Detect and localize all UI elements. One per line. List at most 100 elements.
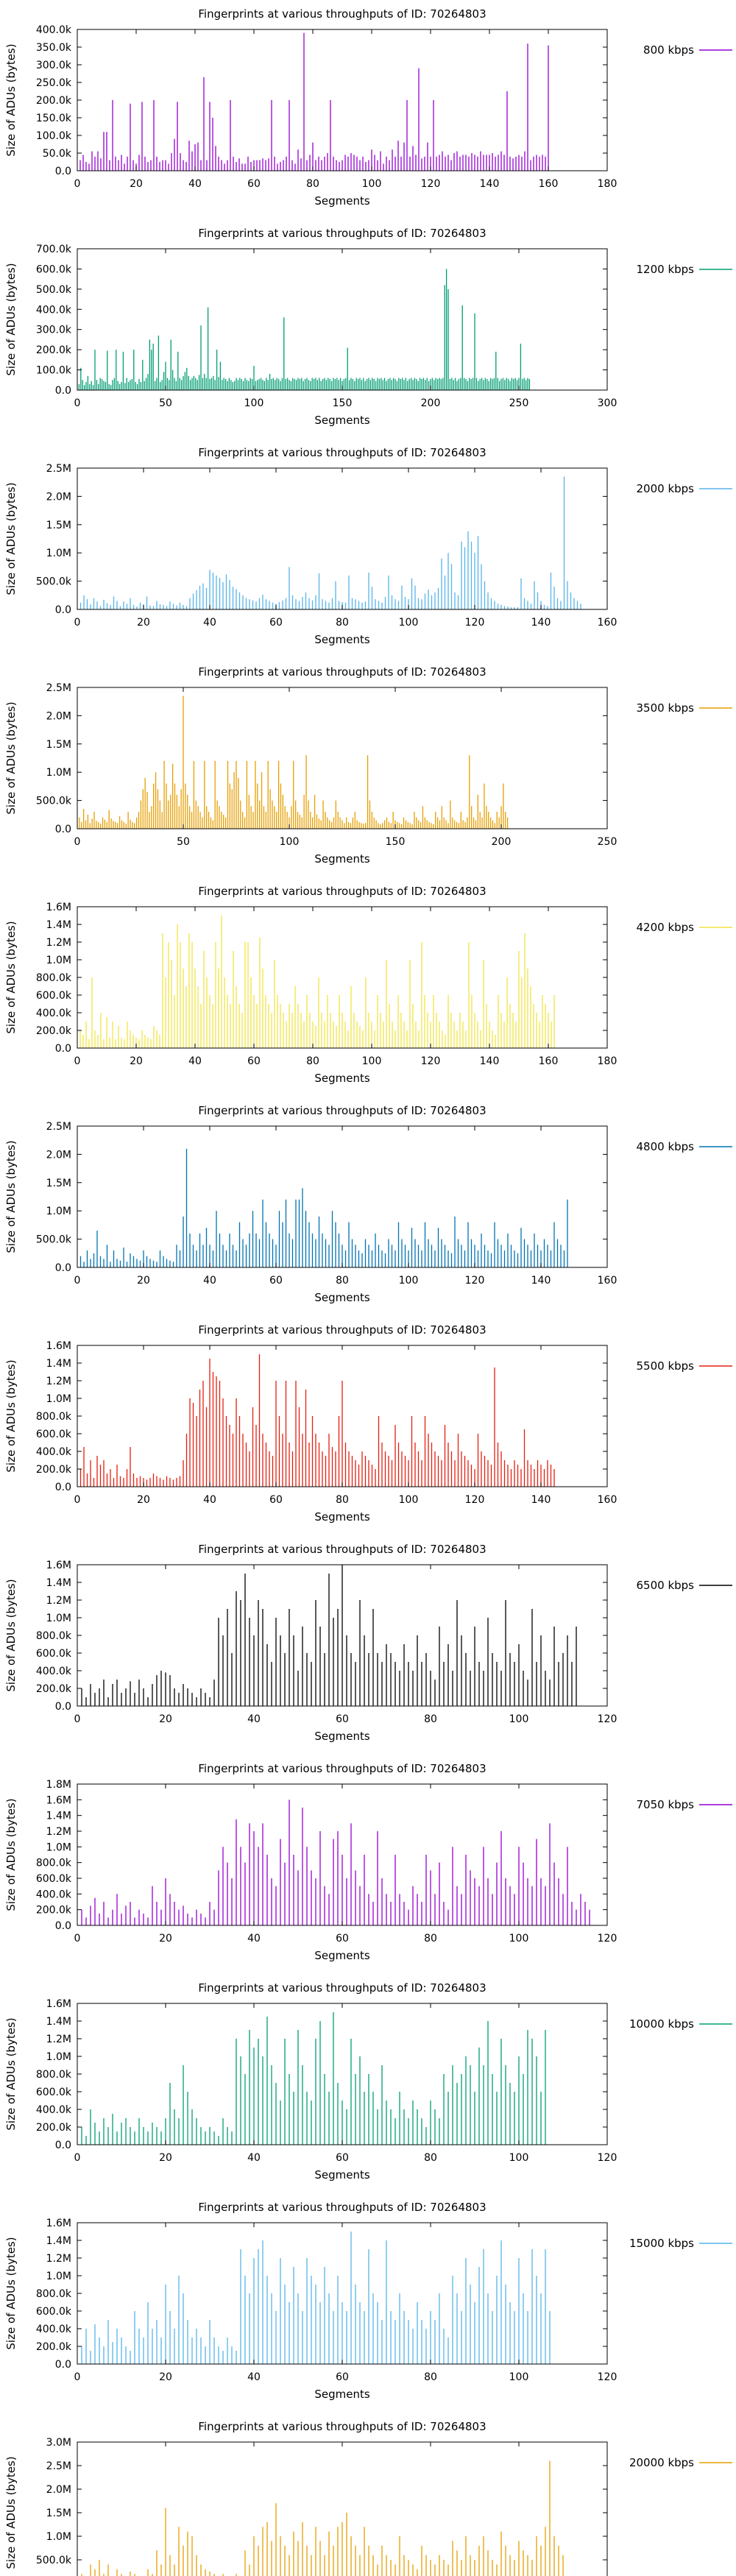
y-tick-label: 400.0k: [36, 1666, 72, 1677]
bar-series: [81, 1565, 577, 1706]
x-tick-label: 100: [399, 617, 419, 629]
x-tick-label: 120: [465, 1275, 485, 1287]
x-tick-label: 20: [159, 1713, 172, 1725]
x-tick-label: 20: [159, 2371, 172, 2383]
x-tick-label: 60: [247, 1055, 261, 1067]
y-tick-label: 2.5M: [46, 682, 71, 694]
y-tick-label: 2.5M: [46, 1121, 71, 1133]
y-tick-label: 2.0M: [46, 710, 71, 722]
x-tick-label: 40: [247, 2152, 261, 2164]
x-tick-label: 0: [74, 2152, 81, 2164]
x-tick-label: 180: [598, 178, 618, 190]
y-tick-label: 400.0k: [36, 24, 72, 36]
x-tick-label: 160: [598, 1275, 618, 1287]
y-tick-label: 0.0: [55, 1701, 71, 1713]
y-axis-label: Size of ADUs (bytes): [4, 1140, 18, 1253]
y-tick-label: 1.4M: [46, 1358, 71, 1370]
x-tick-label: 120: [598, 1933, 618, 1945]
x-tick-label: 120: [598, 2152, 618, 2164]
chart-panel-10: Fingerprints at various throughputs of I…: [4, 2201, 732, 2401]
legend-label: 15000 kbps: [629, 2237, 694, 2250]
x-tick-label: 20: [130, 178, 143, 190]
plot-frame: [77, 467, 608, 610]
y-axis-label: Size of ADUs (bytes): [4, 43, 18, 156]
x-tick-label: 0: [74, 2371, 81, 2383]
y-tick-label: 400.0k: [36, 304, 72, 316]
y-tick-label: 150.0k: [36, 113, 72, 124]
x-tick-label: 60: [269, 1494, 283, 1506]
x-tick-label: 20: [137, 1494, 150, 1506]
x-axis-label: Segments: [314, 194, 370, 208]
legend-label: 4200 kbps: [637, 921, 695, 934]
y-tick-label: 200.0k: [36, 1905, 72, 1917]
y-tick-label: 1.6M: [46, 1998, 71, 2010]
y-tick-label: 200.0k: [36, 1464, 72, 1476]
x-tick-label: 140: [531, 1494, 551, 1506]
y-tick-label: 1.6M: [46, 1794, 71, 1806]
y-tick-label: 400.0k: [36, 1446, 72, 1458]
x-tick-label: 120: [598, 1713, 618, 1725]
x-tick-label: 150: [333, 397, 353, 409]
x-tick-label: 250: [598, 836, 618, 848]
x-tick-label: 100: [509, 2371, 529, 2383]
x-tick-label: 60: [336, 2371, 349, 2383]
y-tick-label: 200.0k: [36, 344, 72, 356]
y-tick-label: 600.0k: [36, 990, 72, 1002]
y-tick-label: 1.0M: [46, 1206, 71, 1217]
y-tick-label: 1.4M: [46, 2016, 71, 2028]
chart-title: Fingerprints at various throughputs of I…: [198, 2420, 486, 2433]
y-tick-label: 300.0k: [36, 325, 72, 336]
y-tick-label: 800.0k: [36, 2288, 72, 2300]
y-tick-label: 600.0k: [36, 2087, 72, 2098]
x-tick-label: 60: [269, 1275, 283, 1287]
y-tick-label: 1.2M: [46, 1376, 71, 1387]
y-tick-label: 0.0: [55, 1262, 71, 1274]
x-tick-label: 60: [269, 617, 283, 629]
x-tick-label: 60: [247, 178, 261, 190]
x-tick-label: 40: [247, 1933, 261, 1945]
chart-title: Fingerprints at various throughputs of I…: [198, 1543, 486, 1556]
legend-label: 800 kbps: [643, 43, 694, 57]
y-tick-label: 500.0k: [36, 1234, 72, 1246]
x-axis-label: Segments: [314, 1291, 370, 1304]
y-tick-label: 500.0k: [36, 2555, 72, 2566]
y-tick-label: 1.6M: [46, 1340, 71, 1352]
x-tick-label: 80: [306, 1055, 319, 1067]
y-tick-label: 1.2M: [46, 1595, 71, 1607]
y-tick-label: 1.5M: [46, 739, 71, 751]
bar-series: [79, 32, 549, 171]
y-tick-label: 600.0k: [36, 263, 72, 275]
bar-series: [81, 2232, 551, 2364]
y-tick-label: 1.0M: [46, 1393, 71, 1405]
y-tick-label: 0.0: [55, 1482, 71, 1493]
y-tick-label: 800.0k: [36, 2069, 72, 2081]
legend-label: 1200 kbps: [637, 263, 695, 276]
y-tick-label: 100.0k: [36, 365, 72, 377]
y-tick-label: 0.0: [55, 2359, 71, 2371]
plot-frame: [77, 248, 608, 391]
chart-panel-4: Fingerprints at various throughputs of I…: [4, 885, 732, 1085]
x-tick-label: 100: [509, 1713, 529, 1725]
y-tick-label: 600.0k: [36, 2306, 72, 2318]
x-tick-label: 80: [336, 1275, 349, 1287]
bar-series: [81, 2460, 564, 2576]
bar-series: [79, 916, 555, 1048]
y-tick-label: 1.2M: [46, 2253, 71, 2265]
plot-frame: [77, 687, 608, 829]
bar-series: [79, 476, 581, 609]
legend-label: 10000 kbps: [629, 2017, 694, 2031]
x-tick-label: 100: [362, 178, 382, 190]
y-tick-label: 400.0k: [36, 2324, 72, 2335]
y-tick-label: 0.0: [55, 385, 71, 397]
y-tick-label: 0.0: [55, 824, 71, 835]
x-tick-label: 80: [424, 2371, 437, 2383]
y-tick-label: 1.6M: [46, 1560, 71, 1571]
chart-panel-0: Fingerprints at various throughputs of I…: [4, 7, 732, 208]
x-tick-label: 60: [336, 1713, 349, 1725]
y-axis-label: Size of ADUs (bytes): [4, 1798, 18, 1911]
y-tick-label: 700.0k: [36, 244, 72, 255]
chart-panel-6: Fingerprints at various throughputs of I…: [4, 1323, 732, 1524]
y-tick-label: 1.4M: [46, 1577, 71, 1589]
x-tick-label: 100: [509, 2152, 529, 2164]
